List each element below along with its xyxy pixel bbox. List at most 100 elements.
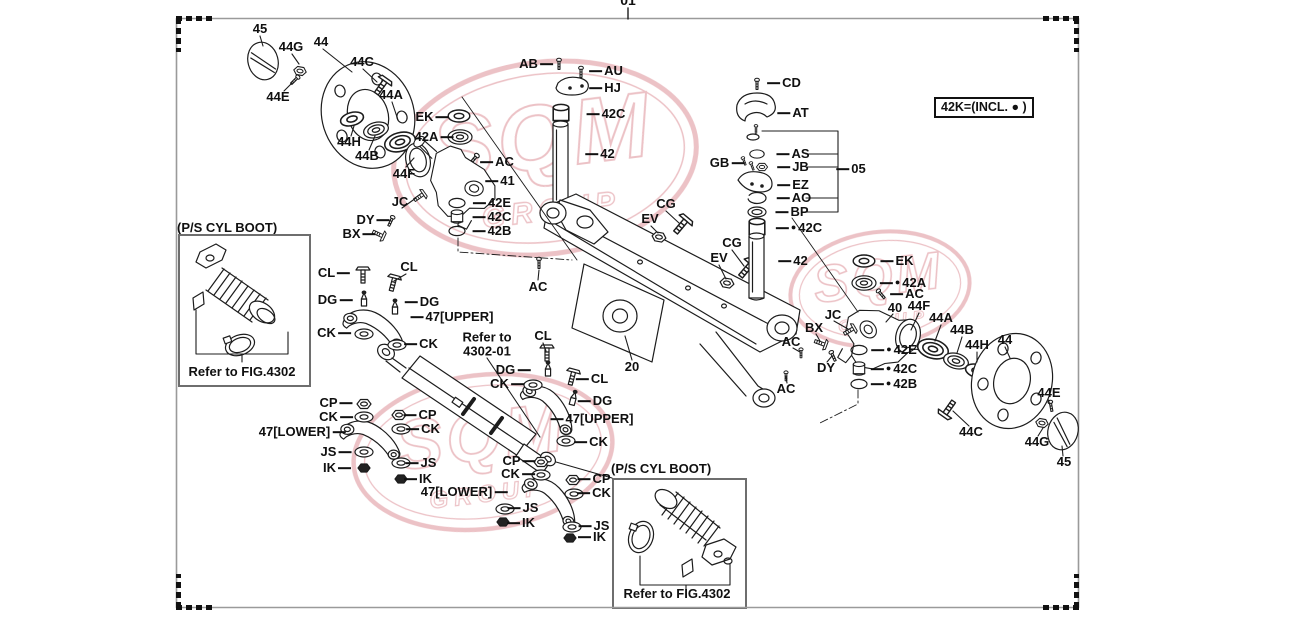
part-label: DY — [356, 212, 390, 228]
part-label-text: CP — [418, 407, 437, 423]
part-label: 47[LOWER] — [259, 425, 346, 439]
leader-dash — [405, 461, 419, 464]
kit-bullet: ● — [790, 222, 797, 233]
leader-dash — [731, 161, 745, 164]
leader-dash — [522, 459, 536, 462]
leader-dash — [578, 535, 591, 538]
part-label: 44C — [350, 55, 374, 69]
leader-dash — [410, 315, 424, 318]
part-label: DG — [577, 394, 612, 408]
part-label: BP — [775, 204, 809, 220]
part-label: ● 42C — [775, 221, 822, 235]
leader-dash — [339, 401, 353, 404]
leader-dash — [776, 196, 790, 199]
part-label-text: 44 — [313, 34, 329, 50]
leader-dash — [337, 271, 351, 274]
part-label: 20 — [625, 360, 639, 374]
part-label: 44G — [279, 40, 304, 54]
part-label: ● 42B — [870, 377, 917, 391]
part-label-text: CP — [592, 471, 611, 487]
part-label-text: EV — [641, 211, 659, 227]
part-label-text: 44A — [929, 310, 953, 326]
part-label-text: 44H — [337, 134, 361, 150]
part-label-text: Refer to 4302-01 — [462, 329, 512, 358]
part-label: 44B — [355, 149, 379, 163]
leader-dash — [517, 368, 531, 371]
part-label-text: JS — [522, 500, 539, 516]
boot-box-left-title: (P/S CYL BOOT) — [177, 220, 278, 235]
part-label: CK — [574, 435, 608, 449]
part-label: 44A — [379, 88, 403, 102]
part-label-text: 44B — [355, 148, 379, 164]
part-label-text: JB — [792, 159, 809, 175]
page-border — [175, 7, 1080, 610]
part-label-text: DY — [816, 360, 836, 376]
part-label-text: IK — [593, 529, 606, 545]
part-label-text: CK — [319, 409, 338, 425]
part-label-text: AU — [604, 63, 623, 79]
part-label: EV — [641, 212, 658, 226]
part-label: CK — [501, 467, 535, 481]
boot-box-left-caption[interactable]: Refer to FIG.4302 — [188, 364, 296, 380]
leader-dash — [339, 298, 353, 301]
part-label: 44 — [998, 333, 1012, 347]
part-label: 42B — [472, 224, 511, 238]
kit-bullet: ● — [886, 344, 892, 355]
leader-dash — [589, 86, 603, 89]
part-label-text: 40 — [887, 300, 903, 316]
leader-dash — [403, 413, 417, 416]
part-label: 42C — [586, 106, 626, 122]
part-label: AC — [529, 280, 548, 294]
part-label-text: 47[LOWER] — [420, 484, 493, 500]
part-label-text: 44C — [959, 424, 983, 440]
part-label-text: CK — [592, 485, 611, 501]
part-label: CK — [577, 486, 611, 500]
part-label-text: 42 — [600, 146, 615, 162]
part-label-text: CG — [722, 235, 742, 251]
leader-dash — [337, 331, 351, 334]
crossmember — [539, 193, 801, 408]
part-label-text: AC — [776, 381, 796, 397]
part-label-text: AC — [528, 279, 548, 295]
part-label-text: 42E — [893, 342, 917, 358]
leader-dash — [577, 491, 591, 494]
part-label: CK — [490, 377, 524, 391]
part-label-text: DG — [317, 292, 338, 308]
boot-box-right-caption[interactable]: Refer to FIG.4302 — [623, 586, 731, 602]
part-label[interactable]: Refer to 4302-01 — [462, 330, 511, 357]
part-label: JS — [405, 456, 436, 470]
part-label-text: CL — [534, 328, 552, 344]
part-label-text: 44E — [266, 89, 290, 105]
leader-dash — [870, 382, 884, 385]
part-label-text: 47[UPPER] — [425, 309, 494, 325]
part-label-text: BP — [790, 204, 809, 220]
leader-dash — [435, 115, 449, 118]
leader-dash — [362, 232, 376, 235]
part-label: ● 42E — [871, 343, 917, 357]
part-label-text: BX — [342, 226, 361, 242]
part-label: 47[LOWER] — [421, 485, 508, 499]
part-label: 44E — [1037, 386, 1060, 400]
part-label: ● 42A — [879, 276, 926, 290]
leader-dash — [472, 201, 486, 204]
part-label-text: 42C — [601, 106, 626, 122]
part-label: JC — [392, 195, 409, 209]
part-label: IK — [578, 530, 606, 544]
part-label-text: IK — [522, 515, 535, 531]
part-label-text: JC — [824, 307, 842, 323]
leader-dash — [777, 165, 791, 168]
steering-cylinder — [337, 307, 613, 529]
part-label: 42A — [415, 130, 454, 144]
leader-dash — [539, 62, 553, 65]
part-label-text: 44E — [1037, 385, 1061, 401]
part-label: 40 — [888, 301, 902, 315]
part-label: JB — [777, 160, 809, 174]
ps-cyl-boot-left-art — [192, 243, 289, 363]
part-label-text: DY — [356, 212, 375, 228]
part-label-text: IK — [419, 471, 432, 487]
leader-dash — [521, 472, 535, 475]
part-label: AB — [519, 57, 553, 71]
part-label: EK — [415, 110, 449, 124]
part-label: CP — [502, 454, 536, 468]
